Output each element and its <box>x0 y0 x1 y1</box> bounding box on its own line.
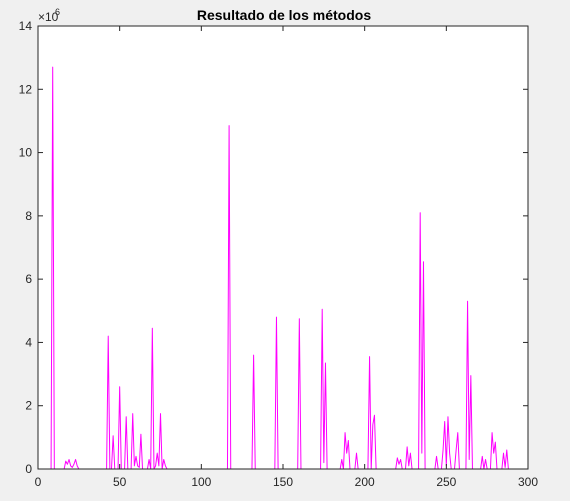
y-tick-label: 2 <box>25 399 32 413</box>
y-tick-label: 4 <box>25 335 32 349</box>
x-tick-label: 100 <box>191 475 211 489</box>
chart-title: Resultado de los métodos <box>197 7 371 23</box>
x-tick-label: 150 <box>273 475 293 489</box>
x-tick-label: 200 <box>355 475 375 489</box>
x-tick-label: 0 <box>35 475 42 489</box>
plot-area <box>38 26 528 469</box>
x-tick-label: 50 <box>113 475 127 489</box>
y-tick-label: 0 <box>25 462 32 476</box>
series-line <box>38 66 512 470</box>
y-tick-label: 6 <box>25 272 32 286</box>
x-tick-label: 250 <box>436 475 456 489</box>
y-tick-label: 14 <box>19 19 33 33</box>
y-exponent-label: ×10 <box>38 10 59 24</box>
y-tick-label: 12 <box>19 82 33 96</box>
x-tick-label: 300 <box>518 475 538 489</box>
y-tick-label: 10 <box>19 146 33 160</box>
y-exponent-power: 6 <box>55 7 60 17</box>
y-tick-label: 8 <box>25 209 32 223</box>
